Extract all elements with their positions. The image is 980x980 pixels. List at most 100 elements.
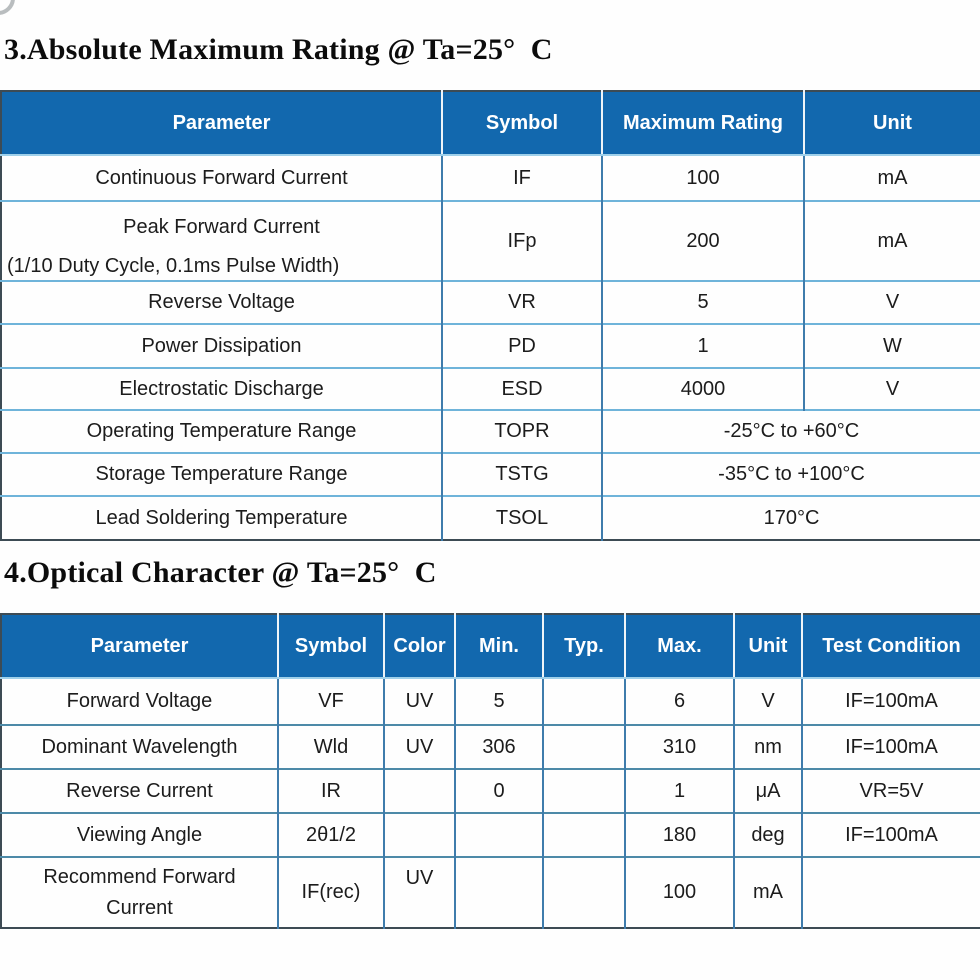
table-row: Power Dissipation PD 1 W (1, 323, 980, 368)
cell-unit: mA (804, 200, 980, 281)
cell-test-condition (802, 856, 980, 928)
cell-symbol: Wld (278, 724, 385, 769)
header-min: Min. (455, 614, 544, 679)
header-test-condition: Test Condition (802, 614, 980, 679)
cell-parameter: Reverse Current (1, 768, 279, 813)
table-row: Viewing Angle 2θ1/2 180 deg IF=100mA (1, 812, 980, 857)
cell-color: UV (384, 678, 456, 725)
cell-color: UV (384, 856, 456, 928)
header-maximum-rating: Maximum Rating (602, 91, 805, 156)
section3-title: 3.Absolute Maximum Rating @ Ta=25° C (4, 33, 553, 66)
cell-typ (543, 812, 626, 857)
table-row: Reverse Current IR 0 1 μA VR=5V (1, 768, 980, 813)
cell-unit: nm (734, 724, 803, 769)
cell-parameter: Recommend Forward Current (1, 856, 279, 928)
cell-parameter: Forward Voltage (1, 678, 279, 725)
header-symbol: Symbol (442, 91, 603, 156)
cell-test-condition: IF=100mA (802, 812, 980, 857)
table-row: Peak Forward Current (1/10 Duty Cycle, 0… (1, 200, 980, 281)
cell-unit: deg (734, 812, 803, 857)
header-unit: Unit (804, 91, 980, 156)
cell-unit: mA (734, 856, 803, 928)
cell-parameter: Storage Temperature Range (1, 452, 443, 496)
header-parameter: Parameter (1, 91, 443, 156)
parameter-main: Peak Forward Current (123, 216, 320, 238)
header-max: Max. (625, 614, 735, 679)
cell-max: 6 (625, 678, 735, 725)
cell-unit: V (804, 280, 980, 324)
cell-unit: W (804, 323, 980, 368)
table-row: Reverse Voltage VR 5 V (1, 280, 980, 324)
cell-rating: 200 (602, 200, 805, 281)
cell-min: 306 (455, 724, 544, 769)
cell-parameter: Power Dissipation (1, 323, 443, 368)
optical-character-table: Parameter Symbol Color Min. Typ. Max. Un… (0, 613, 980, 929)
cell-parameter: Viewing Angle (1, 812, 279, 857)
cell-max: 310 (625, 724, 735, 769)
section4-title: 4.Optical Character @ Ta=25° C (4, 556, 437, 589)
cell-symbol: VR (442, 280, 603, 324)
cell-typ (543, 724, 626, 769)
table-row: Recommend Forward Current IF(rec) UV 100… (1, 856, 980, 928)
table-header-row: Parameter Symbol Color Min. Typ. Max. Un… (1, 614, 980, 679)
header-typ: Typ. (543, 614, 626, 679)
cell-symbol: ESD (442, 367, 603, 410)
cell-color: UV (384, 724, 456, 769)
parameter-two-line: Recommend Forward Current (43, 865, 236, 919)
cell-typ (543, 768, 626, 813)
cell-max: 1 (625, 768, 735, 813)
table-row: Electrostatic Discharge ESD 4000 V (1, 367, 980, 410)
cell-min: 5 (455, 678, 544, 725)
header-unit: Unit (734, 614, 803, 679)
cell-color (384, 768, 456, 813)
cell-test-condition: IF=100mA (845, 690, 938, 712)
header-color: Color (384, 614, 456, 679)
cell-parameter: Dominant Wavelength (1, 724, 279, 769)
cell-unit: V (734, 678, 803, 725)
table-row: Dominant Wavelength Wld UV 306 310 nm IF… (1, 724, 980, 769)
cell-symbol: IF(rec) (278, 856, 385, 928)
cell-min (455, 856, 544, 928)
cell-symbol: 2θ1/2 (278, 812, 385, 857)
cell-test-condition: VR=5V (802, 768, 980, 813)
cell-rating: 5 (602, 280, 805, 324)
cell-min: 0 (455, 768, 544, 813)
cell-parameter: Operating Temperature Range (1, 409, 443, 453)
table-row: Forward Voltage VF UV 5 6 V IF=100mA (1, 678, 980, 725)
cell-symbol: VF (278, 678, 385, 725)
cell-parameter: Electrostatic Discharge (1, 367, 443, 410)
cell-rating-span: -25°C to +60°C (602, 409, 980, 453)
cell-parameter: Lead Soldering Temperature (1, 495, 443, 540)
cell-color (384, 812, 456, 857)
cell-unit: μA (734, 768, 803, 813)
table-row: Operating Temperature Range TOPR -25°C t… (1, 409, 980, 453)
cell-rating-span: -35°C to +100°C (602, 452, 980, 496)
absolute-maximum-rating-table: Parameter Symbol Maximum Rating Unit Con… (0, 90, 980, 541)
cell-parameter: Peak Forward Current (1/10 Duty Cycle, 0… (1, 200, 443, 281)
cell-unit: mA (877, 166, 908, 189)
cell-parameter: Continuous Forward Current (1, 155, 443, 201)
header-parameter: Parameter (1, 614, 279, 679)
cell-symbol: PD (442, 323, 603, 368)
cell-min (455, 812, 544, 857)
cell-symbol: TOPR (442, 409, 603, 453)
parameter-two-line: Peak Forward Current (1/10 Duty Cycle, 0… (4, 203, 439, 279)
header-symbol: Symbol (278, 614, 385, 679)
cell-typ (543, 856, 626, 928)
cell-rating: 100 (602, 155, 805, 201)
cell-test-condition: IF=100mA (802, 724, 980, 769)
cell-rating-span: 170°C (602, 495, 980, 540)
table-row: Lead Soldering Temperature TSOL 170°C (1, 495, 980, 540)
cell-typ (543, 678, 626, 725)
cell-rating: 4000 (602, 367, 805, 410)
cell-symbol: IR (278, 768, 385, 813)
table-header-row: Parameter Symbol Maximum Rating Unit (1, 91, 980, 156)
cell-max: 100 (625, 856, 735, 928)
cell-parameter: Reverse Voltage (1, 280, 443, 324)
cell-max: 180 (625, 812, 735, 857)
cell-symbol: TSTG (442, 452, 603, 496)
cell-unit: V (804, 367, 980, 410)
cell-rating: 1 (602, 323, 805, 368)
parameter-note: (1/10 Duty Cycle, 0.1ms Pulse Width) (7, 255, 340, 277)
